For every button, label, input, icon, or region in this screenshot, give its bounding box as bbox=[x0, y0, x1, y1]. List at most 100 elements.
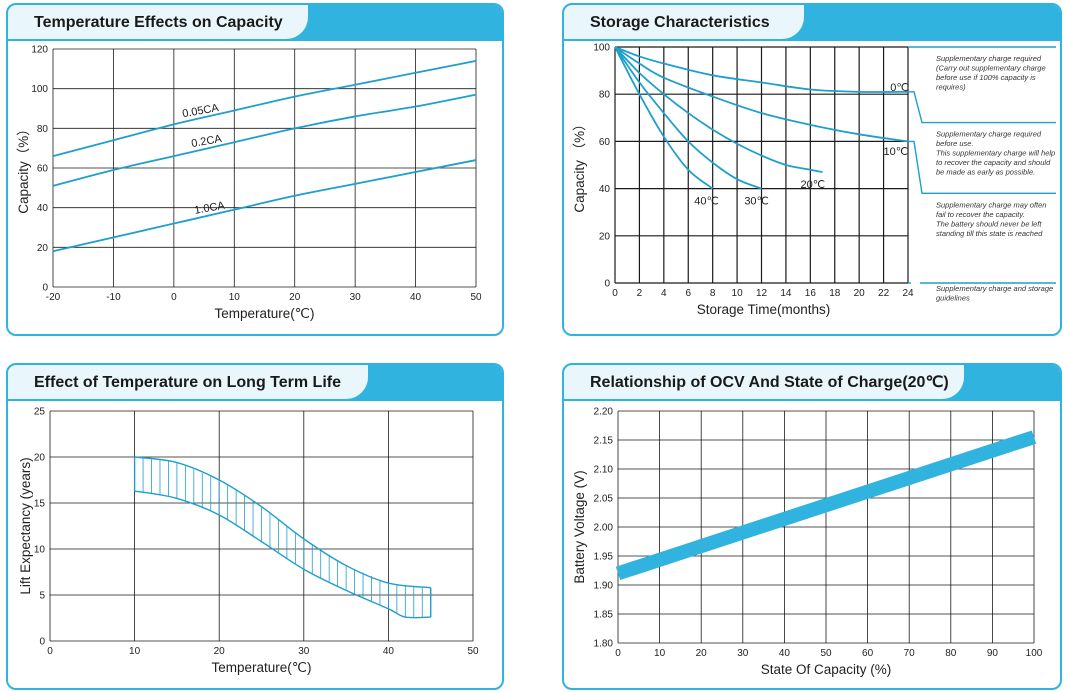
y-axis-label: Capacity（%） bbox=[16, 122, 31, 214]
series-line bbox=[52, 93, 477, 187]
y-tick-label: 60 bbox=[37, 164, 49, 175]
x-tick-label: 0 bbox=[47, 646, 53, 657]
y-tick-label: 2.10 bbox=[594, 465, 614, 476]
series-label: 40℃ bbox=[694, 195, 719, 207]
y-tick-label: 40 bbox=[599, 184, 611, 195]
y-tick-label: 5 bbox=[39, 591, 45, 602]
zone-annotation-line: be made as early as possible. bbox=[936, 168, 1035, 177]
x-tick-label: 70 bbox=[904, 648, 916, 659]
x-tick-label: 8 bbox=[710, 288, 716, 299]
y-tick-label: 2.15 bbox=[594, 436, 614, 447]
y-tick-label: 40 bbox=[37, 203, 49, 214]
zone-annotation: Supplementary charge may often fail to re… bbox=[936, 200, 1046, 238]
ocv-soc-chart: 0 10 20 30 40 50 60 70 80 90 100 1.80 1.85 1.90 1.95 2.… bbox=[572, 407, 1043, 678]
zone-annotation: Supplementary charge required (Carry out … bbox=[936, 54, 1046, 92]
y-tick-label: 120 bbox=[31, 45, 48, 56]
y-tick-label: 80 bbox=[37, 124, 49, 135]
x-tick-label: 20 bbox=[214, 646, 226, 657]
x-tick-label: 40 bbox=[779, 648, 791, 659]
y-tick-label: 100 bbox=[31, 84, 48, 95]
x-tick-label: 40 bbox=[383, 646, 395, 657]
series-label: 20℃ bbox=[800, 179, 825, 191]
zone-annotation-line: Supplementary charge required bbox=[936, 54, 1042, 63]
x-tick-label: 20 bbox=[289, 292, 301, 303]
x-tick-label: 0 bbox=[612, 288, 618, 299]
x-tick-label: 50 bbox=[820, 648, 832, 659]
zone-annotation-line: Supplementary charge may often bbox=[936, 200, 1046, 209]
y-tick-label: 1.95 bbox=[594, 552, 614, 563]
y-tick-label: 1.80 bbox=[594, 639, 614, 650]
x-tick-label: 2 bbox=[637, 288, 643, 299]
y-tick-label: 10 bbox=[34, 545, 46, 556]
x-tick-label: -10 bbox=[106, 292, 121, 303]
y-tick-label: 80 bbox=[599, 90, 611, 101]
ocv-band bbox=[615, 430, 1037, 581]
x-tick-label: 10 bbox=[229, 292, 241, 303]
y-tick-label: 25 bbox=[34, 407, 46, 418]
band-lower-line bbox=[134, 490, 431, 619]
x-tick-label: 10 bbox=[732, 288, 744, 299]
panel-header-tab bbox=[8, 5, 308, 39]
zone-annotation-line: fail to recover the capacity. bbox=[936, 210, 1025, 219]
x-axis-label: Temperature(℃) bbox=[215, 306, 315, 321]
x-tick-label: 30 bbox=[737, 648, 749, 659]
temperature-capacity-chart: -20 -10 0 10 20 30 40 50 0 20 40 60 80 100 120 Temperat… bbox=[16, 45, 482, 322]
zone-annotation-line: standing till this state is reached bbox=[936, 229, 1043, 238]
series-line bbox=[52, 159, 477, 253]
y-tick-label: 0 bbox=[604, 279, 610, 290]
zone-annotation-line: guidelines bbox=[936, 294, 970, 303]
x-tick-label: 14 bbox=[780, 288, 792, 299]
x-tick-label: 0 bbox=[171, 292, 177, 303]
series-line bbox=[52, 60, 477, 157]
y-tick-label: 2.00 bbox=[594, 523, 614, 534]
x-tick-label: 30 bbox=[350, 292, 362, 303]
y-tick-label: 20 bbox=[34, 453, 46, 464]
x-tick-label: 90 bbox=[987, 648, 999, 659]
x-tick-label: 20 bbox=[696, 648, 708, 659]
x-tick-label: 20 bbox=[854, 288, 866, 299]
zone-annotation-line: before use if 100% capacity is bbox=[936, 73, 1036, 82]
zone-annotation-line: before use. bbox=[936, 139, 974, 148]
panel-title: Storage Characteristics bbox=[590, 14, 770, 31]
x-tick-label: 60 bbox=[862, 648, 874, 659]
y-tick-label: 1.85 bbox=[594, 610, 614, 621]
x-tick-label: 6 bbox=[685, 288, 691, 299]
series-label: 0℃ bbox=[890, 82, 908, 94]
panel-header-tab bbox=[564, 365, 964, 399]
panel-long-term-life: Effect of Temperature on Long Term Life … bbox=[6, 363, 504, 690]
panel-ocv-soc: Relationship of OCV And State of Charge(… bbox=[562, 363, 1062, 690]
panel-title: Temperature Effects on Capacity bbox=[34, 14, 283, 31]
y-tick-label: 20 bbox=[37, 243, 49, 254]
panel-temperature-capacity: Temperature Effects on Capacity -20 -10 0 1… bbox=[6, 3, 504, 336]
x-tick-label: 0 bbox=[615, 648, 621, 659]
zone-annotation-line: (Carry out supplementary charge bbox=[936, 64, 1046, 73]
series-line bbox=[614, 46, 762, 190]
zone-annotation-line: Supplementary charge and storage bbox=[936, 284, 1053, 293]
series-line bbox=[614, 46, 909, 93]
x-tick-label: 24 bbox=[902, 288, 914, 299]
x-tick-label: 10 bbox=[129, 646, 141, 657]
zone-line bbox=[908, 91, 1056, 124]
series-line bbox=[614, 46, 909, 143]
x-tick-label: 100 bbox=[1026, 648, 1043, 659]
x-tick-label: 10 bbox=[654, 648, 666, 659]
series-label: 30℃ bbox=[744, 195, 769, 207]
storage-characteristics-chart: 0 2 4 6 8 10 12 14 16 18 20 22 24020406080100Storage… bbox=[572, 43, 1056, 317]
y-tick-label: 15 bbox=[34, 499, 46, 510]
band-upper-line bbox=[134, 456, 431, 589]
y-axis-label: Battery Voltage (V) bbox=[572, 470, 587, 583]
y-tick-label: 100 bbox=[593, 43, 610, 54]
panel-header-tab bbox=[564, 5, 804, 39]
x-tick-label: 4 bbox=[661, 288, 667, 299]
x-tick-label: 50 bbox=[470, 292, 482, 303]
x-axis-label: State Of Capacity (%) bbox=[761, 662, 892, 677]
y-tick-label: 2.20 bbox=[594, 407, 614, 418]
x-tick-label: 50 bbox=[467, 646, 479, 657]
x-tick-label: 80 bbox=[945, 648, 957, 659]
series-label: 1.0CA bbox=[193, 200, 226, 217]
x-tick-label: 12 bbox=[756, 288, 768, 299]
y-tick-label: 60 bbox=[599, 137, 611, 148]
series-line bbox=[614, 46, 823, 173]
zone-annotation-line: to recover the capacity and should bbox=[936, 158, 1051, 167]
zone-annotation-line: This supplementary charge will help bbox=[936, 149, 1055, 158]
